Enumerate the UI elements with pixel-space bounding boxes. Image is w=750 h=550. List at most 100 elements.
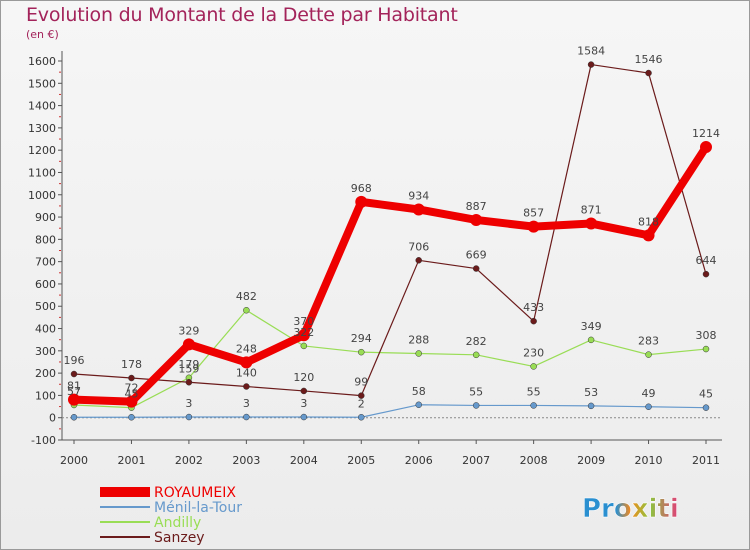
x-tick-label: 2011 bbox=[692, 454, 720, 467]
y-tick-label: 700 bbox=[35, 256, 56, 269]
data-point bbox=[243, 306, 250, 314]
data-label: 140 bbox=[236, 366, 257, 379]
y-tick-label: 900 bbox=[35, 211, 56, 224]
x-tick-label: 2005 bbox=[347, 454, 375, 467]
data-label: 45 bbox=[699, 388, 713, 401]
data-label: 871 bbox=[581, 204, 602, 217]
data-point bbox=[358, 392, 365, 399]
data-point bbox=[530, 317, 537, 325]
data-label: 370 bbox=[293, 315, 314, 328]
y-tick-label: 300 bbox=[35, 345, 56, 358]
data-label: 329 bbox=[178, 324, 199, 337]
data-point bbox=[472, 265, 480, 272]
data-label: 159 bbox=[178, 362, 199, 375]
data-point bbox=[182, 338, 195, 351]
y-tick-label: 0 bbox=[49, 412, 56, 425]
data-label: 55 bbox=[469, 385, 483, 398]
x-tick-label: 2001 bbox=[117, 454, 145, 467]
legend-label: Andilly bbox=[154, 515, 201, 531]
data-point bbox=[415, 401, 422, 409]
data-label: 669 bbox=[466, 249, 487, 262]
data-label: 857 bbox=[523, 207, 544, 220]
y-tick-label: 600 bbox=[35, 278, 56, 291]
data-point bbox=[300, 413, 308, 421]
y-tick-label: 100 bbox=[35, 389, 56, 402]
data-label: 282 bbox=[466, 335, 487, 348]
y-tick-label: 200 bbox=[35, 367, 56, 380]
x-tick-label: 2010 bbox=[635, 454, 663, 467]
y-tick-label: 1400 bbox=[28, 100, 56, 113]
data-point bbox=[412, 203, 425, 216]
legend-label: ROYAUMEIX bbox=[154, 485, 236, 501]
series-line-3 bbox=[73, 63, 707, 397]
data-label: 196 bbox=[64, 354, 85, 367]
data-label: 45 bbox=[124, 388, 138, 401]
data-label: 288 bbox=[408, 333, 429, 346]
data-label: 120 bbox=[293, 371, 314, 384]
data-point bbox=[472, 351, 480, 359]
y-tick-label: 1200 bbox=[28, 144, 56, 157]
data-label: 1584 bbox=[577, 45, 605, 58]
data-point bbox=[470, 213, 483, 226]
y-tick-label: 1300 bbox=[28, 122, 56, 135]
data-point bbox=[700, 141, 712, 154]
y-tick-label: 1000 bbox=[28, 189, 56, 202]
data-label: 57 bbox=[67, 385, 81, 398]
axes: -100 0 100 200 300 400 500 600 700 800 900 1000 1100… bbox=[28, 51, 722, 467]
data-label: 308 bbox=[696, 329, 717, 342]
data-label: 58 bbox=[412, 385, 426, 398]
data-label: 818 bbox=[638, 215, 659, 228]
data-point bbox=[185, 413, 193, 421]
data-label: 349 bbox=[581, 320, 602, 333]
legend-label: Ménil-la-Tour bbox=[154, 500, 242, 516]
data-point bbox=[645, 403, 652, 411]
x-tick-label: 2007 bbox=[462, 454, 490, 467]
legend-label: Sanzey bbox=[154, 530, 205, 546]
data-point bbox=[243, 413, 250, 421]
data-label: 99 bbox=[354, 376, 368, 389]
data-point bbox=[358, 348, 365, 356]
data-point bbox=[472, 402, 480, 409]
series-lines bbox=[68, 61, 712, 421]
chart-title: Evolution du Montant de la Dette par Hab… bbox=[26, 4, 458, 26]
data-label: 934 bbox=[408, 189, 429, 202]
data-label: 179 bbox=[178, 358, 199, 371]
data-point bbox=[587, 336, 595, 344]
data-point bbox=[702, 345, 710, 353]
series-line-2 bbox=[73, 309, 707, 409]
x-tick-label: 2002 bbox=[175, 454, 203, 467]
y-tick-label: -100 bbox=[31, 434, 56, 447]
x-tick-label: 2008 bbox=[520, 454, 548, 467]
data-point bbox=[645, 351, 652, 358]
data-point bbox=[297, 329, 310, 342]
data-point bbox=[300, 387, 308, 395]
y-tick-label: 800 bbox=[35, 233, 56, 246]
data-label: 322 bbox=[293, 326, 314, 339]
data-label: 49 bbox=[642, 387, 656, 400]
logo-text: Proxiti bbox=[582, 494, 679, 524]
y-tick-label: 1100 bbox=[28, 166, 56, 179]
data-labels: 81 72 329 248 370 968 934 887 857 871 818 1214 3 3 3 2 5… bbox=[64, 45, 721, 411]
x-tick-label: 2003 bbox=[232, 454, 260, 467]
data-label: 230 bbox=[523, 346, 544, 359]
data-label: 72 bbox=[124, 382, 138, 395]
x-tick-label: 2000 bbox=[60, 454, 88, 467]
data-point bbox=[355, 195, 368, 208]
data-point bbox=[128, 414, 135, 421]
data-label: 2 bbox=[358, 397, 365, 410]
data-point bbox=[125, 395, 138, 408]
data-label: 968 bbox=[351, 182, 372, 195]
data-label: 482 bbox=[236, 290, 257, 303]
data-label: 644 bbox=[696, 254, 717, 267]
data-label: 55 bbox=[527, 385, 541, 398]
data-label: 178 bbox=[121, 358, 142, 371]
y-tick-label: 400 bbox=[35, 323, 56, 336]
data-point bbox=[645, 69, 652, 77]
data-label: 433 bbox=[523, 301, 544, 314]
data-label: 53 bbox=[584, 386, 598, 399]
data-point bbox=[185, 379, 193, 386]
data-point bbox=[587, 61, 595, 68]
data-label: 3 bbox=[185, 397, 192, 410]
